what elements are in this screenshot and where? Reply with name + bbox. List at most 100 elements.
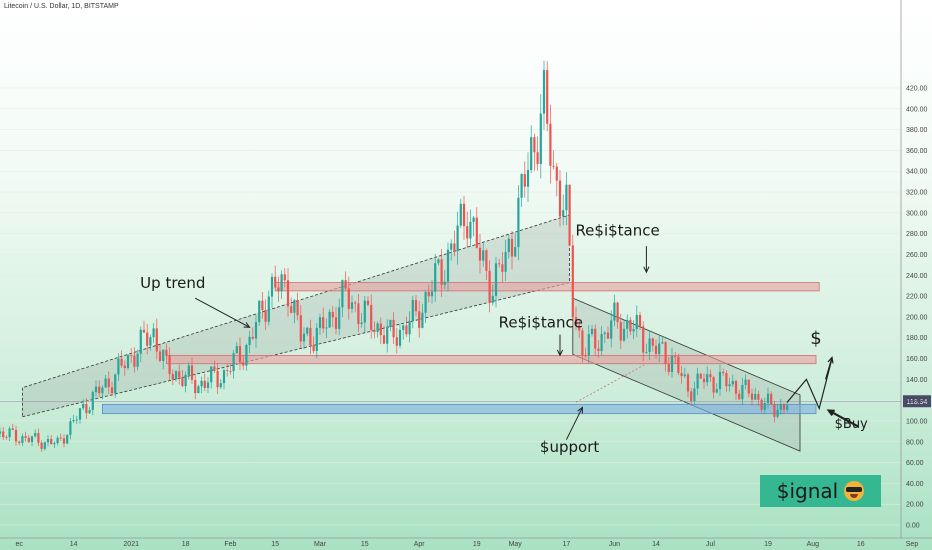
candle-body xyxy=(763,403,766,410)
candle-body xyxy=(565,184,568,211)
candle-body xyxy=(469,221,472,239)
candle-body xyxy=(328,311,331,328)
candle-body xyxy=(85,403,88,414)
annotation-label: $Buy xyxy=(835,417,868,432)
up-channel xyxy=(21,214,570,418)
candle-body xyxy=(130,355,133,356)
candle-body xyxy=(66,434,69,444)
candle-body xyxy=(110,387,114,394)
candle-body xyxy=(616,302,619,323)
candle-body xyxy=(635,314,638,330)
candle-body xyxy=(136,353,139,367)
candle-body xyxy=(258,300,261,323)
candle-body xyxy=(702,378,706,383)
candle-body xyxy=(686,374,690,392)
candle-body xyxy=(520,174,523,198)
candle-body xyxy=(648,338,651,353)
x-tick-label: Apr xyxy=(414,541,426,548)
candle-body xyxy=(709,374,712,378)
candle-body xyxy=(350,302,354,309)
candle-body xyxy=(453,243,456,252)
candle-body xyxy=(715,389,718,393)
candle-body xyxy=(162,349,165,362)
candle-body xyxy=(645,352,648,353)
candle-body xyxy=(654,345,658,354)
candle-body xyxy=(462,203,466,227)
candle-body xyxy=(78,408,82,420)
candle-body xyxy=(293,300,296,313)
candle-body xyxy=(322,317,325,329)
candle-body xyxy=(69,421,72,435)
candle-body xyxy=(610,320,613,339)
x-tick-label: 18 xyxy=(182,541,190,548)
candle-body xyxy=(638,314,642,327)
down-channel xyxy=(572,297,801,452)
annotation-label: $ xyxy=(810,328,821,349)
candle-body xyxy=(629,319,632,332)
candle-body xyxy=(149,337,152,346)
annotation-label: Re$i$tance xyxy=(499,313,583,331)
candle-body xyxy=(542,70,546,114)
candles-group xyxy=(0,60,789,452)
candle-body xyxy=(62,438,66,444)
candle-body xyxy=(299,315,302,342)
candle-body xyxy=(315,327,318,351)
candle-body xyxy=(594,328,597,349)
candle-body xyxy=(242,362,245,366)
candle-body xyxy=(373,329,376,333)
candle-body xyxy=(171,374,174,380)
candle-body xyxy=(427,292,430,297)
candle-body xyxy=(718,371,722,390)
candle-body xyxy=(146,332,149,346)
candle-body xyxy=(530,137,533,171)
candle-body xyxy=(546,70,549,124)
candle-body xyxy=(152,328,155,338)
dotted-guide xyxy=(575,363,647,403)
candle-body xyxy=(658,343,661,354)
candle-body xyxy=(482,250,485,261)
candle-body xyxy=(414,299,418,312)
candle-body xyxy=(725,372,728,387)
annotation-label: Re$i$tance xyxy=(575,222,659,240)
support-arrow-head xyxy=(577,406,583,414)
candle-body xyxy=(283,274,286,281)
y-tick-label: 420.00 xyxy=(906,86,928,93)
candle-body xyxy=(123,365,126,369)
candle-body xyxy=(398,329,402,346)
candle-body xyxy=(552,165,555,167)
candle-body xyxy=(523,174,526,187)
candle-body xyxy=(782,404,786,410)
candle-body xyxy=(603,332,606,334)
candle-body xyxy=(107,378,110,388)
candle-body xyxy=(296,300,299,316)
candle-body xyxy=(30,436,34,443)
x-tick-label: 14 xyxy=(70,541,78,548)
candle-body xyxy=(581,330,584,356)
y-tick-label: 300.00 xyxy=(906,210,928,217)
candle-body xyxy=(478,247,482,261)
sunglasses-emoji-icon xyxy=(844,481,865,501)
candle-body xyxy=(485,250,488,271)
candle-body xyxy=(600,333,603,352)
resistance-upper-arrow-head xyxy=(643,266,650,274)
y-tick-label: 380.00 xyxy=(906,127,928,134)
candle-body xyxy=(712,377,715,393)
candle-body xyxy=(0,431,2,434)
candle-body xyxy=(411,299,414,321)
x-tick-label: 2021 xyxy=(123,541,139,548)
candle-body xyxy=(165,349,168,356)
candle-body xyxy=(446,249,450,282)
candle-body xyxy=(501,264,504,272)
candle-body xyxy=(264,310,267,322)
candle-body xyxy=(558,180,562,217)
candle-body xyxy=(290,306,293,313)
candle-body xyxy=(619,322,622,341)
x-tick-label: 16 xyxy=(857,541,865,548)
candle-body xyxy=(443,281,446,285)
candle-body xyxy=(424,292,427,313)
resistance-lower-zone xyxy=(165,355,817,365)
candle-body xyxy=(178,371,181,378)
annotation-label: Up trend xyxy=(140,274,205,292)
